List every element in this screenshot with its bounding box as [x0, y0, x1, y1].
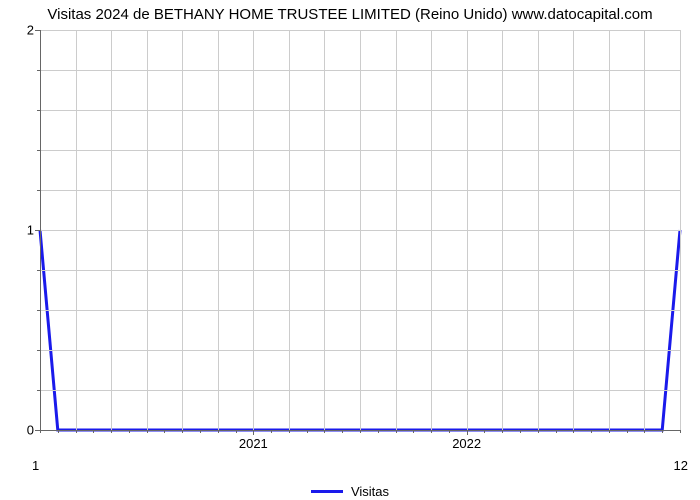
x-tick-label: 2021 — [239, 436, 268, 451]
gridline-v — [680, 30, 681, 430]
x-secondary-left: 1 — [32, 458, 39, 473]
y-axis-line — [40, 30, 41, 430]
y-tick-label: 2 — [27, 23, 34, 38]
gridline-v — [182, 30, 183, 430]
gridline-v — [253, 30, 254, 430]
gridline-v — [644, 30, 645, 430]
gridline-v — [396, 30, 397, 430]
gridline-v — [467, 30, 468, 430]
x-minor-tick — [680, 430, 681, 433]
legend-item-visitas: Visitas — [311, 484, 389, 499]
y-tick-label: 1 — [27, 223, 34, 238]
legend-swatch — [311, 490, 343, 493]
gridline-v — [289, 30, 290, 430]
x-secondary-right: 12 — [674, 458, 688, 473]
legend: Visitas — [0, 480, 700, 499]
x-axis-line — [40, 430, 680, 431]
gridline-v — [538, 30, 539, 430]
gridline-v — [360, 30, 361, 430]
gridline-v — [324, 30, 325, 430]
y-tick-label: 0 — [27, 423, 34, 438]
x-tick-label: 2022 — [452, 436, 481, 451]
gridline-v — [609, 30, 610, 430]
gridline-v — [147, 30, 148, 430]
visits-chart: Visitas 2024 de BETHANY HOME TRUSTEE LIM… — [0, 0, 700, 500]
legend-label: Visitas — [351, 484, 389, 499]
chart-title: Visitas 2024 de BETHANY HOME TRUSTEE LIM… — [0, 6, 700, 23]
gridline-v — [573, 30, 574, 430]
gridline-v — [502, 30, 503, 430]
plot-area: 01220212022112 — [40, 30, 680, 430]
gridline-v — [76, 30, 77, 430]
gridline-v — [218, 30, 219, 430]
gridline-v — [431, 30, 432, 430]
gridline-v — [111, 30, 112, 430]
